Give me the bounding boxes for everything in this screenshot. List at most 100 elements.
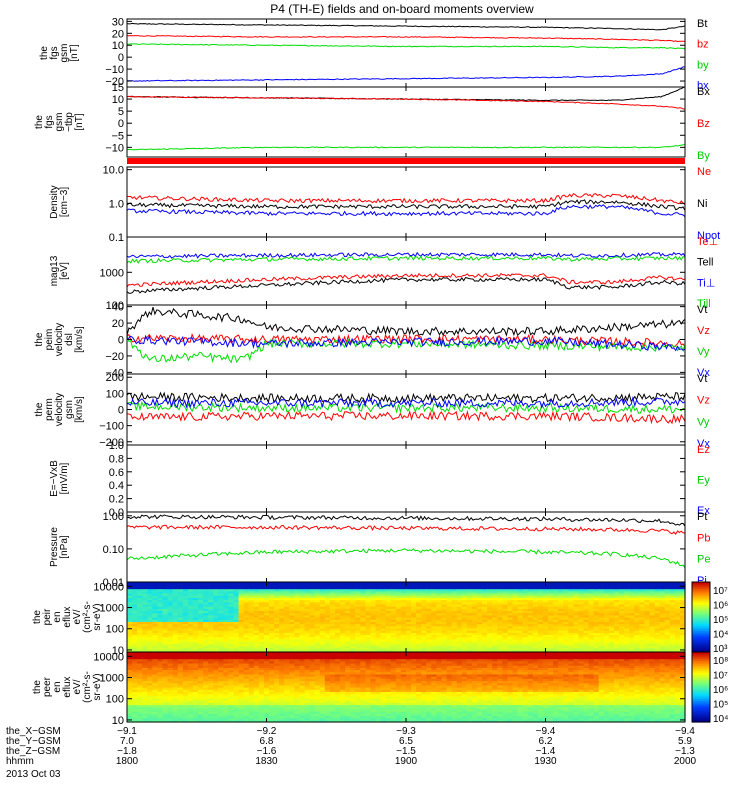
- temp-legend: Te⊥ Tell Ti⊥ Till: [697, 236, 718, 310]
- fgs_tbp-ylabel: the fgs gsm −tbp [nT]: [34, 112, 85, 132]
- y-axis-label-line: Pressure: [49, 527, 60, 567]
- y-tick-label: 10: [112, 715, 124, 727]
- x-axis: the_X−GSM −9.1 −9.2 −9.3 −9.4 −9.4 the_Y−GSM 7.…: [6, 726, 697, 780]
- y-axis-label-line: [km/s]: [74, 326, 85, 353]
- y-tick-label: 0: [118, 118, 124, 130]
- y-tick-label: 30: [112, 16, 124, 28]
- x-tick-label: 1900: [395, 756, 418, 767]
- fgs_tbp-series-By: [126, 144, 685, 151]
- peim_vel-series-Vy: [126, 335, 686, 364]
- y-tick-label: 0.6: [109, 467, 124, 479]
- temp-series-Tell: [126, 276, 686, 294]
- pressure-series-Pt: [126, 514, 686, 527]
- y-tick-label: 10.0: [103, 165, 124, 177]
- panel-efield: 1.00.8 0.60.4 0.20.0 E=−VxB [mV/m] Ez Ey Ex: [49, 440, 710, 519]
- peim_vel-series-Vt: [126, 306, 686, 337]
- y-axis-label-line: velocity: [54, 323, 65, 356]
- y-tick-label: 100: [106, 624, 124, 636]
- fgs-series-bz: [126, 35, 686, 43]
- y-tick-label: −10: [105, 142, 124, 154]
- y-tick-label: 10: [112, 645, 124, 657]
- density-series-Ni: [126, 199, 686, 211]
- x-tick-label: −1.4: [536, 746, 556, 757]
- panel-density: 10.0 1.0 0.1 Density [cm−3] Ne Ni Npot: [49, 165, 720, 244]
- temp-series-Ti⊥: [126, 251, 686, 259]
- legend-entry: bx: [697, 80, 709, 92]
- efield-frame: [126, 444, 686, 513]
- panel-perm_vel: 200 100 0 −100 −200 the perm velocity gsm [km/s] V…: [34, 372, 710, 450]
- density-series-Ne: [126, 193, 686, 206]
- y-axis-label-line: peer: [42, 676, 53, 697]
- legend-entry: Pt: [697, 511, 707, 523]
- legend-entry: Vt: [697, 373, 707, 385]
- perm_vel-ylabel: the perm velocity gsm [km/s]: [34, 393, 85, 426]
- panel-pressure: 1.00 0.10 0.01 Pressure [nPa] Pt Pb Pe Pi: [49, 511, 710, 589]
- density-ylabel: Density [cm−3]: [49, 185, 70, 218]
- panel-temp: 1000 100 mag13 [eV] Te⊥ Tell Ti⊥ Till: [49, 236, 718, 312]
- y-tick-label: 0.2: [109, 494, 124, 506]
- y-axis-label-line: gsm: [54, 113, 65, 132]
- y-axis-label-line: E=−VxB: [49, 460, 60, 497]
- y-tick-label: 1.00: [103, 511, 124, 523]
- y-axis-label-line: the: [32, 680, 43, 694]
- perm_vel-series-Vx: [126, 395, 686, 410]
- fgs_tbp-legend: Bx Bz By: [697, 86, 710, 162]
- y-tick-label: 0: [118, 405, 124, 417]
- y-tick-label: −5: [111, 130, 124, 142]
- y-axis-label-line: en: [52, 681, 63, 692]
- colorbar-tick-label: 10⁴: [713, 714, 728, 725]
- efield-legend: Ez Ey Ex: [697, 444, 710, 517]
- y-tick-label: 1000: [100, 603, 124, 615]
- pressure-legend: Pt Pb Pe Pi: [697, 511, 710, 587]
- x-axis-row-label: the_Z−GSM: [6, 746, 60, 757]
- peim_vel-ylabel: the peim velocity dsl [km/s]: [34, 323, 85, 356]
- x-tick-label: 6.5: [399, 736, 413, 747]
- y-tick-label: 0: [118, 52, 124, 64]
- y-tick-label: −40: [105, 367, 124, 379]
- y-axis-label-line: mag13: [49, 255, 60, 286]
- x-tick-label: −9.2: [257, 726, 277, 737]
- y-tick-label: 100: [106, 388, 124, 400]
- legend-entry: Bt: [697, 18, 707, 30]
- y-axis-label-line: −tbp: [64, 112, 75, 132]
- density-legend: Ne Ni Npot: [697, 166, 720, 242]
- x-tick-label: −1.6: [257, 746, 277, 757]
- y-tick-label: 10000: [93, 581, 124, 593]
- peer-ylabel: the peer en eflux eV/(cm²-s-sr-eV): [32, 671, 103, 703]
- legend-entry: Vy: [697, 416, 710, 428]
- y-axis-label-line: perm: [44, 398, 55, 421]
- y-axis-label-line: [nT]: [74, 113, 85, 130]
- y-axis-label-line: [nT]: [69, 44, 80, 61]
- x-tick-label: −9.1: [117, 726, 137, 737]
- colorbar-tick-label: 10⁸: [713, 656, 728, 667]
- peer-spectrogram: [127, 652, 686, 723]
- y-tick-label: 100: [106, 300, 124, 312]
- legend-entry: Npot: [697, 230, 720, 242]
- y-axis-label-line: eflux: [62, 676, 73, 697]
- x-tick-label: 1800: [116, 756, 139, 767]
- fgs-series-by: [127, 43, 686, 50]
- density-series-Npot: [126, 204, 686, 218]
- pressure-series-Pb: [126, 524, 686, 535]
- x-tick-label: 6.2: [539, 736, 553, 747]
- y-tick-label: 20: [112, 318, 124, 330]
- legend-entry: Bx: [697, 86, 710, 98]
- y-tick-label: 0.10: [103, 544, 124, 556]
- temp-ylabel: mag13 [eV]: [49, 255, 70, 286]
- x-tick-label: 5.9: [678, 736, 692, 747]
- x-tick-label: 1930: [534, 756, 557, 767]
- x-tick-label: −9.4: [536, 726, 556, 737]
- y-tick-label: 1.0: [109, 440, 124, 452]
- efield-ylabel: E=−VxB [mV/m]: [49, 460, 70, 497]
- legend-entry: Ti⊥: [697, 277, 715, 289]
- y-tick-label: −100: [99, 421, 124, 433]
- y-axis-label-line: [eV]: [59, 262, 70, 280]
- peim_vel-legend: Vt Vz Vy Vx: [697, 304, 710, 379]
- colorbar-tick-label: 10⁵: [713, 615, 728, 626]
- panel-peer: 10⁸ 10⁷ 10⁶ 10⁵ 10⁴ 10000 1000 100 10 the peer en ef…: [32, 651, 728, 727]
- legend-entry: by: [697, 59, 709, 71]
- y-tick-label: 100: [106, 694, 124, 706]
